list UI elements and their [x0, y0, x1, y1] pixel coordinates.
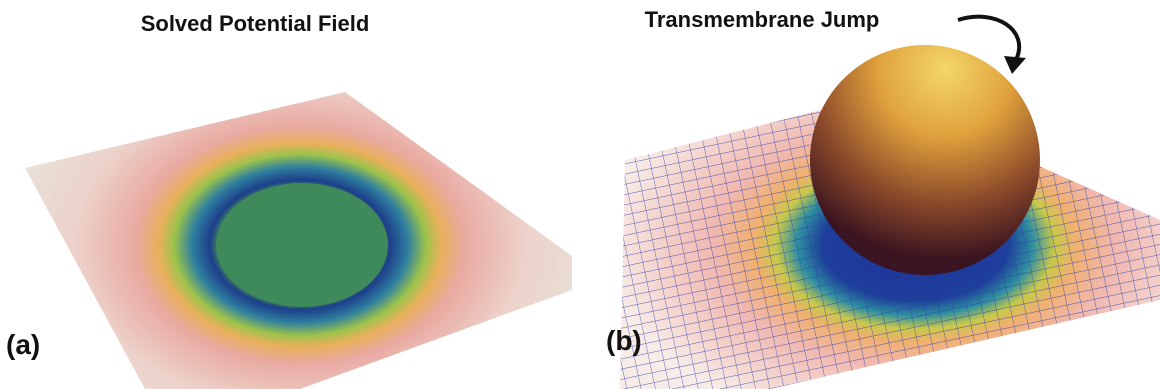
figure: Solved Potential Field (a) Transmembrane…	[0, 0, 1160, 389]
panel-label: (a)	[6, 329, 40, 360]
panel-label: (b)	[606, 325, 642, 356]
arrow-head	[1004, 56, 1026, 74]
panel-title: Transmembrane Jump	[645, 7, 880, 32]
panel-title: Solved Potential Field	[141, 11, 370, 36]
inner-region	[216, 183, 388, 307]
membrane-sphere	[810, 45, 1040, 275]
